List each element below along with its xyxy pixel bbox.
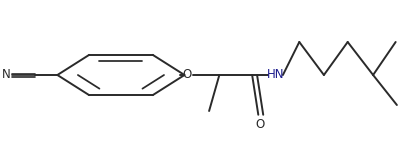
Text: N: N — [2, 69, 11, 81]
Text: O: O — [254, 118, 263, 132]
Text: HN: HN — [266, 69, 283, 81]
Text: O: O — [182, 69, 191, 81]
